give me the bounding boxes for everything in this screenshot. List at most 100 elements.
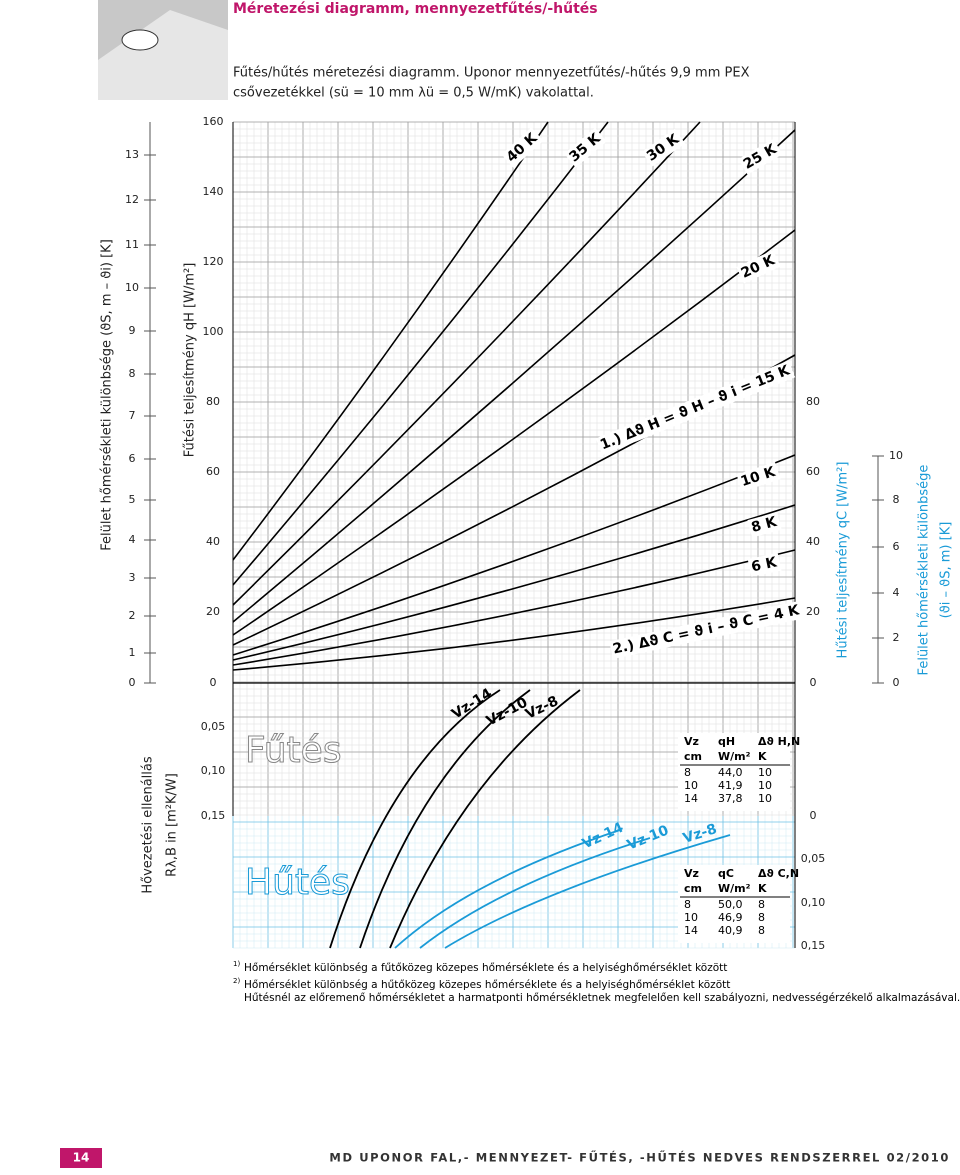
table-header: qC xyxy=(718,867,734,880)
table-header: Δϑ H,N xyxy=(758,735,800,748)
tick-label: 8 xyxy=(129,367,136,380)
heating-curve xyxy=(329,689,501,949)
table-header: K xyxy=(758,750,767,763)
tick-label: 0 xyxy=(893,676,900,689)
temperature-line xyxy=(232,504,796,661)
tick-label: 2 xyxy=(893,631,900,644)
tick-label: 10 xyxy=(889,449,903,462)
tick-label: 0,10 xyxy=(801,896,826,909)
temperature-line xyxy=(232,121,609,586)
label-bg xyxy=(736,250,781,284)
table-header: Δϑ C,N xyxy=(758,867,799,880)
curve-label: Vz-8 xyxy=(523,693,561,723)
label-bg xyxy=(595,360,796,456)
heating-curve xyxy=(389,689,581,949)
table-bg xyxy=(678,733,790,811)
table-header: W/m² xyxy=(718,750,751,763)
tick-label: 12 xyxy=(125,193,139,206)
table-cell: 8 xyxy=(684,898,691,911)
label-bg xyxy=(736,462,781,492)
axis-label: Hővezetési ellenállás xyxy=(141,756,156,893)
tick-label: 0 xyxy=(210,676,217,689)
page-number: 14 xyxy=(73,1151,90,1165)
footnote-mark: 2) xyxy=(233,977,240,985)
temperature-line xyxy=(232,121,701,606)
label-bg xyxy=(641,128,686,167)
tick-label: 8 xyxy=(893,493,900,506)
temperature-line xyxy=(232,549,796,666)
tick-label: 4 xyxy=(129,533,136,546)
table-cell: 14 xyxy=(684,924,698,937)
line-label: 1.) Δϑ H = ϑ H – ϑ i = 15 K xyxy=(598,362,793,453)
caption-line: Fűtés/hűtés méretezési diagramm. Uponor … xyxy=(233,66,750,81)
label-bg xyxy=(501,127,544,168)
footnote-mark: 1) xyxy=(233,960,240,968)
table-header: cm xyxy=(684,882,702,895)
table-header: cm xyxy=(684,750,702,763)
table-cell: 10 xyxy=(758,792,772,805)
table-cell: 8 xyxy=(684,766,691,779)
axis-label: Felület hőmérsékleti különbsége (ϑS, m –… xyxy=(100,239,115,551)
label-bg xyxy=(609,600,804,659)
table-header: W/m² xyxy=(718,882,751,895)
temperature-line xyxy=(232,454,796,656)
tick-label: 20 xyxy=(806,605,820,618)
table-cell: 8 xyxy=(758,924,765,937)
table-header: Vz xyxy=(684,867,699,880)
heating-curve xyxy=(359,689,531,949)
tick-label: 0 xyxy=(810,809,817,822)
line-label: 8 K xyxy=(750,514,780,536)
table-cell: 10 xyxy=(758,766,772,779)
temperature-line xyxy=(232,229,796,636)
image-plaster xyxy=(98,10,228,100)
tick-label: 5 xyxy=(129,493,136,506)
tick-label: 2 xyxy=(129,609,136,622)
tick-label: 0,15 xyxy=(801,939,826,952)
tick-label: 0,10 xyxy=(201,764,226,777)
tick-label: 11 xyxy=(125,238,139,251)
tick-label: 3 xyxy=(129,571,136,584)
tick-label: 6 xyxy=(129,452,136,465)
table-cell: 40,9 xyxy=(718,924,743,937)
image-pipe xyxy=(121,29,159,51)
footnote: Hőmérséklet különbség a hűtőközeg közepe… xyxy=(244,979,730,991)
label-bg xyxy=(738,138,783,175)
table-header: qH xyxy=(718,735,735,748)
table-cell: 14 xyxy=(684,792,698,805)
table-cell: 41,9 xyxy=(718,779,743,792)
table-cell: 10 xyxy=(758,779,772,792)
table-header: Vz xyxy=(684,735,699,748)
table-bg xyxy=(678,865,790,943)
tick-label: 80 xyxy=(806,395,820,408)
region-label: Fűtés xyxy=(245,730,342,771)
tick-label: 40 xyxy=(206,535,220,548)
footnote: Hűtésnél az előremenő hőmérsékletet a ha… xyxy=(244,992,960,1004)
cooling-curve xyxy=(394,829,621,949)
tick-label: 1 xyxy=(129,646,136,659)
table-cell: 46,9 xyxy=(718,911,743,924)
table-header: K xyxy=(758,882,767,895)
label-bg xyxy=(747,552,782,577)
table-cell: 37,8 xyxy=(718,792,743,805)
temperature-line xyxy=(232,129,796,623)
tick-label: 0,05 xyxy=(801,852,826,865)
footer-box xyxy=(60,1148,102,1168)
table-cell: 8 xyxy=(758,911,765,924)
temperature-line xyxy=(232,597,796,671)
tick-label: 60 xyxy=(206,465,220,478)
axis-label: Felület hőmérsékleti különbsége xyxy=(917,465,932,676)
temperature-line xyxy=(232,121,549,561)
header-title: Méretezési diagramm, mennyezetfűtés/-hűt… xyxy=(233,1,598,17)
axis-label: Hűtési teljesítmény qC [W/m²] xyxy=(836,462,851,659)
label-bg xyxy=(747,512,782,538)
tick-label: 0,15 xyxy=(201,809,226,822)
axis-label: Fűtési teljesítmény qH [W/m²] xyxy=(183,263,198,458)
tick-label: 0,05 xyxy=(201,720,226,733)
tick-label: 60 xyxy=(806,465,820,478)
footer-title: MD UPONOR FAL,- MENNYEZET- FŰTÉS, -HŰTÉS… xyxy=(329,1150,950,1165)
tick-label: 80 xyxy=(206,395,220,408)
line-label: 6 K xyxy=(750,554,779,575)
tick-label: 4 xyxy=(893,586,900,599)
